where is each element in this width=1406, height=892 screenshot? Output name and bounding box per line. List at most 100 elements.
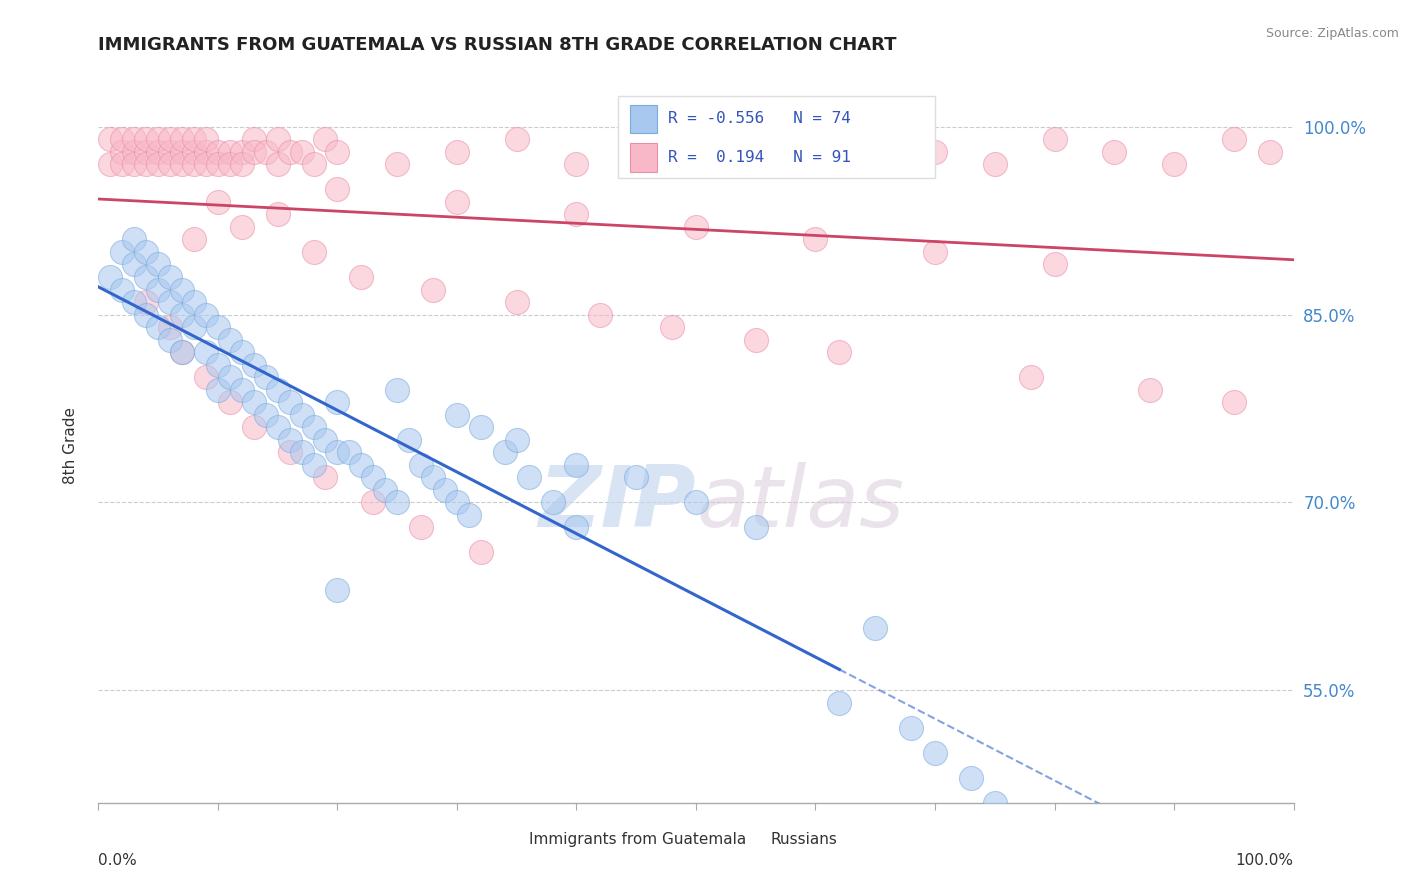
Point	[135, 145, 157, 159]
Text: Russians: Russians	[770, 831, 837, 847]
Point	[565, 458, 588, 472]
Point	[278, 445, 301, 459]
Point	[159, 132, 181, 146]
Point	[267, 420, 290, 434]
Point	[243, 358, 266, 372]
Point	[159, 157, 181, 171]
Point	[172, 283, 194, 297]
Point	[745, 520, 768, 534]
Point	[470, 545, 492, 559]
Point	[219, 395, 242, 409]
Point	[159, 145, 181, 159]
Point	[135, 157, 157, 171]
Point	[1139, 383, 1161, 397]
Point	[98, 157, 122, 171]
Point	[243, 420, 266, 434]
Point	[745, 333, 768, 347]
Point	[135, 132, 157, 146]
Point	[135, 308, 157, 322]
Point	[195, 157, 218, 171]
Point	[291, 445, 314, 459]
Point	[541, 495, 564, 509]
Point	[446, 408, 468, 422]
FancyBboxPatch shape	[499, 826, 524, 853]
Text: Source: ZipAtlas.com: Source: ZipAtlas.com	[1265, 27, 1399, 40]
Point	[124, 157, 146, 171]
Point	[124, 132, 146, 146]
Point	[254, 370, 277, 384]
Point	[446, 145, 468, 159]
Point	[267, 132, 290, 146]
Point	[326, 582, 349, 597]
Point	[207, 194, 229, 209]
Point	[195, 308, 218, 322]
Point	[1104, 145, 1126, 159]
Point	[565, 520, 588, 534]
Point	[385, 383, 409, 397]
Point	[374, 483, 396, 497]
Point	[254, 408, 277, 422]
Point	[111, 157, 134, 171]
Point	[924, 145, 946, 159]
Point	[278, 395, 301, 409]
Point	[135, 295, 157, 310]
FancyBboxPatch shape	[630, 144, 657, 172]
Point	[124, 257, 146, 271]
Point	[745, 157, 768, 171]
Point	[183, 157, 205, 171]
Point	[434, 483, 457, 497]
Point	[470, 420, 492, 434]
Point	[243, 395, 266, 409]
Point	[924, 746, 946, 760]
Point	[1043, 257, 1066, 271]
Point	[148, 132, 170, 146]
Point	[411, 520, 433, 534]
Point	[231, 219, 253, 234]
Point	[159, 320, 181, 334]
FancyBboxPatch shape	[630, 104, 657, 133]
Point	[207, 157, 229, 171]
Point	[207, 358, 229, 372]
Text: ZIP: ZIP	[538, 461, 696, 545]
Point	[267, 157, 290, 171]
Point	[685, 132, 707, 146]
Point	[363, 470, 385, 484]
Point	[385, 495, 409, 509]
Point	[302, 157, 325, 171]
Point	[195, 370, 218, 384]
Point	[804, 232, 827, 246]
Point	[494, 445, 516, 459]
Point	[172, 157, 194, 171]
Point	[231, 157, 253, 171]
Text: IMMIGRANTS FROM GUATEMALA VS RUSSIAN 8TH GRADE CORRELATION CHART: IMMIGRANTS FROM GUATEMALA VS RUSSIAN 8TH…	[98, 36, 897, 54]
Point	[984, 796, 1007, 810]
Point	[172, 308, 194, 322]
Point	[506, 132, 529, 146]
Text: atlas: atlas	[696, 461, 904, 545]
Point	[111, 283, 134, 297]
Point	[135, 270, 157, 285]
Point	[302, 244, 325, 259]
Text: 0.0%: 0.0%	[98, 853, 138, 868]
Point	[900, 721, 922, 735]
Point	[661, 320, 683, 334]
Point	[506, 433, 529, 447]
Point	[148, 157, 170, 171]
Point	[219, 333, 242, 347]
FancyBboxPatch shape	[738, 826, 763, 853]
Point	[183, 132, 205, 146]
Point	[159, 270, 181, 285]
Point	[506, 295, 529, 310]
Point	[626, 145, 648, 159]
Point	[207, 383, 229, 397]
Point	[326, 145, 349, 159]
Text: Immigrants from Guatemala: Immigrants from Guatemala	[529, 831, 747, 847]
Point	[111, 132, 134, 146]
Point	[350, 458, 373, 472]
Text: R =  0.194   N = 91: R = 0.194 N = 91	[668, 150, 852, 165]
Point	[148, 320, 170, 334]
Point	[172, 145, 194, 159]
Point	[219, 145, 242, 159]
Point	[984, 157, 1007, 171]
Point	[315, 433, 337, 447]
